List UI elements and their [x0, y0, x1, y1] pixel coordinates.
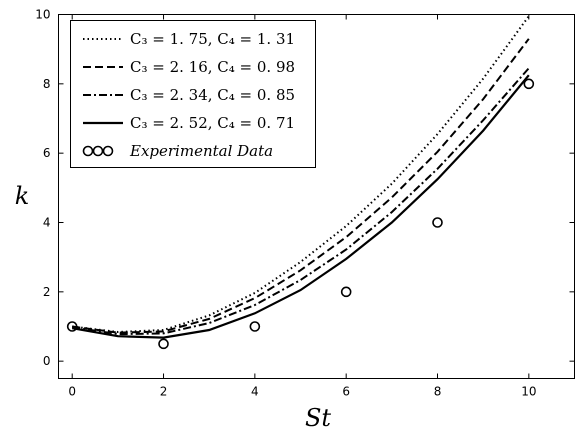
- y-tick-label: 4: [43, 216, 51, 230]
- y-tick-label: 8: [43, 77, 51, 91]
- x-tick-label: 6: [342, 385, 350, 399]
- series-layer: [72, 15, 530, 339]
- data-point: [66, 321, 78, 332]
- x-tick-label: 10: [521, 385, 536, 399]
- legend-items: C₃ = 1. 75, C₄ = 1. 31 C₃ = 2. 16, C₄ = 0…: [82, 30, 295, 160]
- legend-marker-sample: [102, 145, 114, 157]
- data-point: [158, 338, 169, 350]
- x-tick-label: 8: [434, 385, 442, 399]
- y-tick-label: 2: [43, 285, 51, 299]
- legend-label: C₃ = 2. 16, C₄ = 0. 98: [130, 58, 295, 76]
- series-line: [72, 67, 530, 336]
- y-axis-title: k: [15, 182, 30, 210]
- x-tick-label: 0: [68, 385, 76, 399]
- x-tick-label: 2: [160, 385, 168, 399]
- legend: C₃ = 1. 75, C₄ = 1. 31 C₃ = 2. 16, C₄ = 0…: [70, 20, 316, 168]
- legend-label: Experimental Data: [129, 142, 273, 160]
- series-line: [72, 38, 530, 334]
- y-tick-label: 0: [43, 354, 51, 368]
- legend-label: C₃ = 2. 52, C₄ = 0. 71: [130, 114, 295, 132]
- points-layer: [66, 78, 535, 350]
- data-point: [249, 321, 261, 332]
- ticks-layer: 0 2 4 6 8 10 0 2 4 6 8 10: [35, 8, 575, 399]
- data-point: [523, 78, 535, 90]
- series-line: [72, 74, 530, 339]
- y-tick-label: 6: [43, 146, 51, 160]
- legend-label: C₃ = 1. 75, C₄ = 1. 31: [130, 30, 295, 48]
- y-tick-label: 10: [35, 8, 50, 22]
- x-tick-label: 4: [251, 385, 259, 399]
- data-point: [432, 217, 443, 228]
- data-point: [340, 286, 352, 298]
- legend-marker-sample: [82, 145, 94, 157]
- x-axis-title: St: [305, 404, 331, 432]
- legend-label: C₃ = 2. 34, C₄ = 0. 85: [130, 86, 295, 104]
- legend-marker-sample: [92, 145, 104, 157]
